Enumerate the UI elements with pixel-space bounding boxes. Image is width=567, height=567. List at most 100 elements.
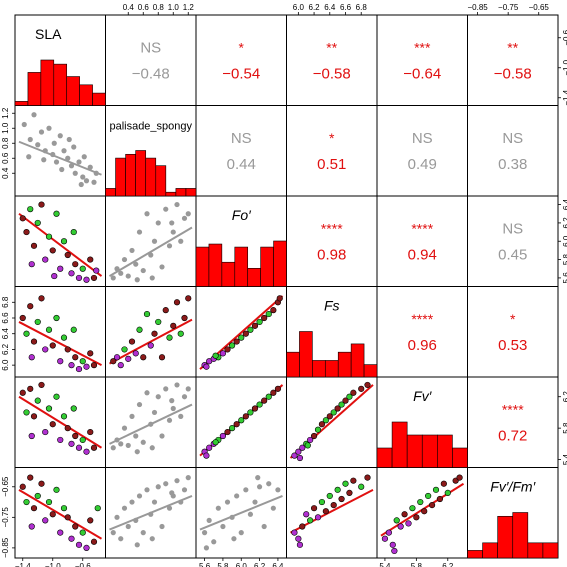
scatter-point-r2-c0-2 (27, 206, 34, 213)
tick-label-top-3-3: 6.6 (340, 3, 352, 12)
significance-label-r1-c2: NS (231, 130, 252, 147)
panel-frame-r4-c5 (467, 376, 559, 468)
scatter-point-r3-c0-13 (68, 362, 75, 369)
scatter-point-r4-c0-14 (72, 432, 79, 440)
scatter-point-r2-c1-23 (169, 220, 175, 226)
scatter-point-r4-c1-1 (114, 437, 120, 443)
scatter-point-r1-c0-2 (31, 112, 37, 118)
scatter-point-r4-c0-2 (27, 385, 34, 392)
scatter-point-r1-c0-11 (59, 166, 65, 173)
scatter-point-r4-c0-17 (83, 448, 90, 455)
scatter-point-r5-c4-1 (385, 529, 392, 536)
scatter-point-r5-c1-6 (133, 517, 139, 523)
tick-label-bottom-2-3: 6.2 (254, 562, 266, 567)
scatter-point-r5-c0-0 (19, 483, 26, 490)
scatter-point-r3-c0-4 (34, 318, 41, 326)
scatter-point-r4-c1-2 (118, 441, 124, 447)
scatter-point-r2-c1-14 (163, 206, 169, 212)
correlation-value-r2-c5: 0.45 (498, 246, 527, 263)
scatter-point-r3-c0-3 (30, 338, 38, 345)
significance-label-r0-c4: *** (414, 39, 431, 55)
scatter-point-r5-c1-20 (185, 475, 191, 481)
tick-label-bottom-0-0: −1.4 (15, 562, 31, 567)
scatter-point-r2-c0-16 (79, 265, 86, 272)
scatter-point-r3-c0-10 (57, 358, 64, 365)
scatter-point-r5-c0-14 (72, 523, 79, 530)
scatter-point-r3-c0-14 (72, 354, 79, 361)
tick-label-left-1-4: 1.2 (1, 107, 10, 119)
scatter-point-r5-c2-2 (211, 539, 217, 545)
scatter-point-r1-c0-13 (65, 155, 71, 161)
tick-label-top-3-0: 6.0 (293, 3, 305, 12)
tick-label-top-1-2: 0.8 (153, 3, 165, 12)
correlation-value-r2-c3: 0.98 (317, 246, 346, 263)
histogram-bar-4-5 (452, 447, 468, 468)
significance-label-r0-c3: ** (326, 39, 337, 55)
panel-frame-r3-c4 (376, 286, 468, 378)
scatter-point-r4-c0-18 (87, 428, 94, 436)
scatter-point-r4-c3-0 (291, 452, 298, 459)
correlation-value-r1-c4: 0.49 (408, 156, 437, 173)
histogram-bar-5-4 (527, 542, 544, 559)
histogram-bar-3-2 (312, 360, 326, 378)
scatter-point-r5-c4-10 (421, 508, 428, 515)
scatter-point-r5-c3-14 (346, 489, 353, 496)
scatter-point-r4-c3-15 (350, 389, 357, 396)
histogram-bar-3-4 (337, 351, 352, 378)
scatter-point-r4-c1-12 (155, 394, 161, 400)
scatter-point-r5-c4-5 (401, 511, 408, 518)
scatter-point-r3-c1-7 (136, 326, 143, 333)
scatter-point-r2-c1-17 (174, 201, 180, 208)
histogram-bar-4-1 (391, 421, 408, 468)
scatter-point-r2-c0-14 (72, 261, 79, 268)
scatter-point-r1-c0-15 (71, 144, 77, 150)
scatter-point-r1-c0-14 (68, 163, 75, 169)
scatter-point-r4-c1-0 (110, 445, 116, 451)
tick-label-right-2-2: 6.0 (562, 235, 567, 247)
histogram-bar-1-0 (105, 188, 116, 197)
histogram-bar-5-2 (497, 515, 514, 559)
scatter-point-r4-c3-18 (296, 454, 304, 462)
scatter-point-r5-c1-9 (144, 487, 150, 493)
scatter-point-r3-c0-2 (27, 303, 34, 310)
histogram-bar-1-3 (135, 150, 147, 197)
histogram-bar-2-0 (195, 246, 210, 287)
scatter-point-r2-c1-6 (133, 261, 139, 267)
fit-line-r3-c1 (109, 318, 193, 365)
scatter-point-r2-c1-9 (144, 211, 150, 217)
scatter-point-r4-c0-15 (75, 444, 83, 451)
scatter-point-r5-c2-12 (256, 484, 263, 490)
scatter-point-r3-c0-12 (64, 346, 71, 353)
scatter-point-r4-c3-7 (318, 421, 326, 428)
scatter-point-r5-c2-15 (270, 505, 276, 511)
histogram-bar-5-1 (482, 542, 498, 559)
histogram-bar-2-3 (234, 246, 249, 287)
scatter-point-r2-c1-2 (118, 270, 124, 276)
scatter-point-r5-c1-18 (178, 499, 184, 505)
tick-label-top-3-2: 6.4 (324, 3, 336, 12)
correlation-value-r0-c1: −0.48 (132, 65, 170, 82)
scatter-point-r1-c0-9 (53, 159, 60, 165)
scatter-point-r5-c2-4 (220, 523, 226, 530)
scatter-point-r4-c0-0 (19, 389, 26, 396)
scatter-point-r4-c1-4 (125, 442, 131, 449)
histogram-bar-1-6 (165, 191, 177, 197)
histogram-bar-3-6 (363, 364, 378, 378)
scatter-point-r5-c0-9 (53, 486, 60, 493)
scatter-point-r3-c0-16 (79, 358, 86, 365)
tick-label-right-0-0: −1.4 (562, 89, 567, 105)
correlation-value-r2-c4: 0.94 (408, 246, 437, 263)
tick-label-right-0-2: −0.6 (562, 29, 567, 45)
scatter-point-r2-c1-15 (166, 243, 173, 249)
scatter-point-r2-c0-0 (19, 215, 26, 222)
scatter-point-r3-c2-10 (247, 326, 254, 333)
tick-label-top-1-4: 1.2 (183, 3, 195, 12)
scatter-point-r5-c2-5 (224, 499, 231, 505)
scatter-point-r2-c1-19 (181, 215, 188, 221)
tick-label-left-3-4: 6.8 (1, 296, 10, 308)
scatter-point-r3-c0-8 (49, 342, 56, 349)
scatter-point-r3-c1-6 (132, 350, 139, 357)
scatter-point-r4-c1-18 (178, 413, 184, 419)
scatter-point-r5-c4-3 (393, 517, 400, 524)
